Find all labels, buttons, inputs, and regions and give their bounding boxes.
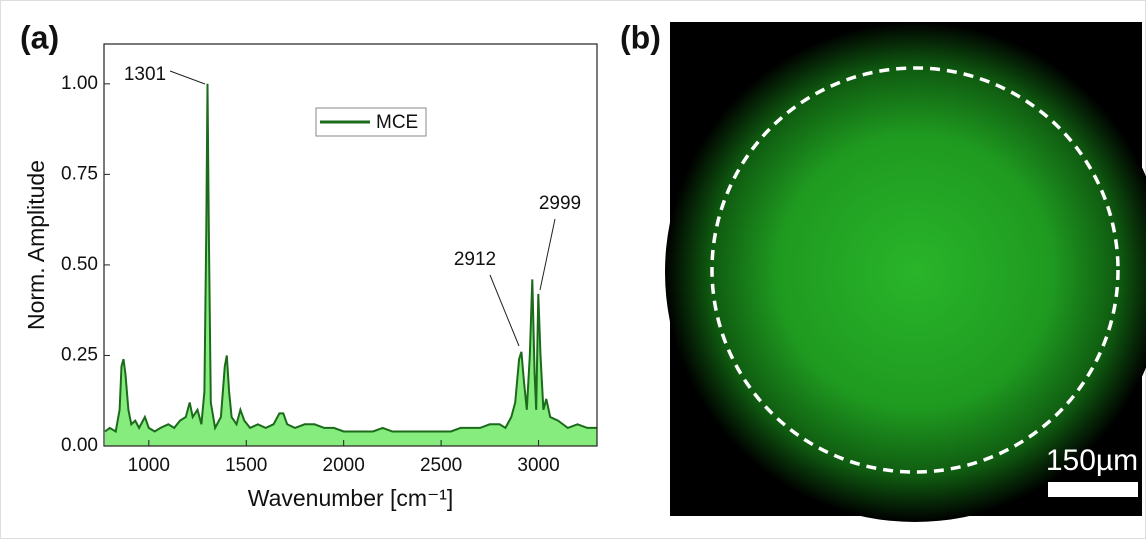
x-tick-label: 2000 — [323, 455, 365, 476]
peak-annotation: 2912 — [454, 249, 496, 270]
x-tick-label: 3000 — [517, 455, 559, 476]
peak-annotation: 1301 — [124, 64, 166, 85]
annotation-leader — [169, 70, 206, 85]
y-tick-label: 0.00 — [61, 435, 98, 456]
y-tick-label: 0.25 — [61, 344, 98, 365]
beam-spot — [665, 22, 1146, 522]
panel-label: (a) — [20, 19, 59, 55]
x-axis-label: Wavenumber [cm⁻¹] — [248, 485, 454, 511]
line — [104, 83, 597, 434]
micrograph: 150µm — [665, 22, 1146, 522]
scale-bar-label: 150µm — [1046, 444, 1138, 477]
y-tick-label: 0.75 — [61, 163, 98, 184]
plot-frame — [103, 43, 598, 447]
annotation-leader — [539, 218, 556, 291]
scale-bar — [1048, 482, 1138, 497]
y-tick-label: 1.00 — [61, 73, 98, 94]
y-tick-label: 0.50 — [61, 254, 98, 275]
x-tick-label: 2500 — [420, 455, 462, 476]
x-tick-label: 1500 — [225, 455, 267, 476]
dashed-circle — [710, 66, 1120, 474]
x-tick-label: 1000 — [128, 455, 170, 476]
annotation-leader — [489, 274, 520, 347]
legend-label: MCE — [376, 112, 418, 133]
peak-annotation: 2999 — [539, 193, 581, 214]
panel-label: (b) — [620, 19, 661, 55]
y-axis-label: Norm. Amplitude — [23, 160, 49, 330]
